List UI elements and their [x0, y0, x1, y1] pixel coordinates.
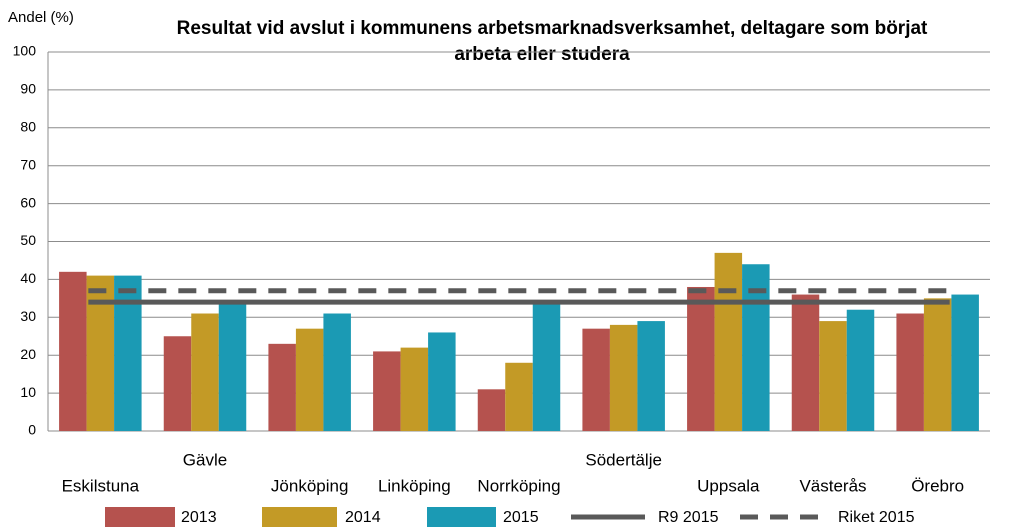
y-tick-label: 20 — [20, 346, 36, 362]
legend-swatch — [262, 507, 337, 527]
bar — [373, 351, 401, 431]
y-tick-label: 50 — [20, 232, 36, 248]
legend-swatch — [105, 507, 175, 527]
legend-label: R9 2015 — [658, 509, 719, 526]
y-tick-label: 70 — [20, 156, 36, 172]
y-tick-label: 80 — [20, 119, 36, 135]
bar — [846, 309, 875, 431]
bar — [191, 313, 219, 431]
legend-label: 2015 — [503, 509, 539, 526]
bar — [163, 336, 192, 431]
y-tick-label: 10 — [20, 384, 36, 400]
bar — [637, 321, 665, 431]
bar — [428, 332, 456, 431]
bar — [923, 298, 952, 431]
legend-label: 2014 — [345, 509, 381, 526]
bar — [323, 313, 351, 431]
legend-swatch — [427, 507, 496, 527]
y-tick-label: 100 — [13, 43, 37, 59]
bar — [86, 275, 115, 431]
y-tick-label: 30 — [20, 308, 36, 324]
chart-title: arbeta eller studera — [454, 44, 630, 65]
bar — [400, 347, 429, 431]
x-tick-label: Uppsala — [697, 476, 760, 495]
legend-label: 2013 — [181, 509, 217, 526]
x-tick-label: Södertälje — [585, 450, 662, 469]
bar — [951, 294, 979, 431]
bar — [687, 286, 715, 431]
y-axis-label: Andel (%) — [8, 9, 74, 26]
chart-title: Resultat vid avslut i kommunens arbetsma… — [177, 18, 928, 39]
y-tick-label: 0 — [28, 422, 36, 438]
x-tick-label: Eskilstuna — [62, 476, 140, 495]
x-tick-label: Norrköping — [477, 476, 560, 495]
y-tick-label: 60 — [20, 194, 36, 210]
bar — [477, 389, 506, 431]
x-tick-label: Gävle — [183, 450, 227, 469]
y-tick-label: 40 — [20, 270, 36, 286]
x-tick-label: Linköping — [378, 476, 451, 495]
bar — [791, 294, 820, 431]
bar — [218, 302, 247, 431]
x-tick-label: Jönköping — [271, 476, 349, 495]
bar — [582, 328, 610, 431]
x-tick-label: Västerås — [799, 476, 866, 495]
bar — [268, 343, 296, 431]
bar — [896, 313, 924, 431]
bar — [532, 302, 561, 431]
y-tick-label: 90 — [20, 81, 36, 97]
bar — [295, 328, 324, 431]
bar — [819, 321, 847, 431]
bar — [714, 252, 743, 431]
bar — [505, 362, 533, 431]
bar — [609, 324, 638, 431]
bar — [59, 271, 87, 431]
bar — [114, 275, 142, 431]
legend-label: Riket 2015 — [838, 509, 915, 526]
x-tick-label: Örebro — [911, 476, 964, 495]
